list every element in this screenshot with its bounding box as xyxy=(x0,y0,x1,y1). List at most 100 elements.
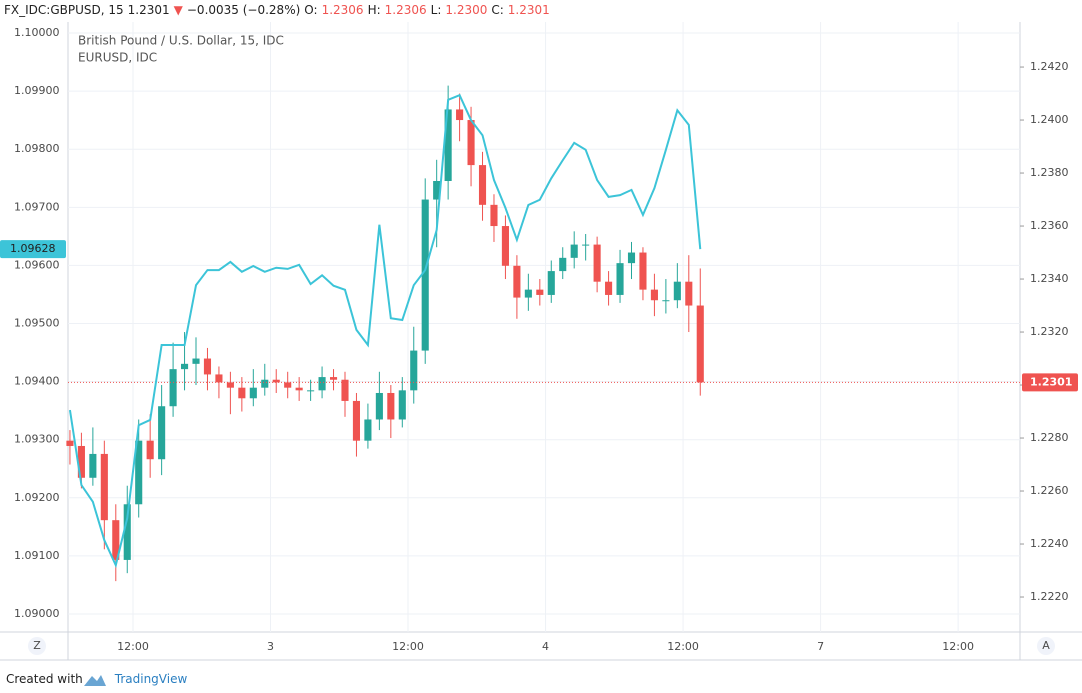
tv-logo xyxy=(84,675,106,686)
ohlc-value: 1.2306 xyxy=(321,3,364,17)
candle-body xyxy=(123,504,131,560)
candle-body xyxy=(261,379,269,388)
ohlc-label: C: xyxy=(491,3,504,17)
y-tick-label: 1.09700 xyxy=(14,200,60,213)
ohlc-value: 1.2301 xyxy=(507,3,550,17)
change: −0.0035 (−0.28%) xyxy=(186,3,301,17)
candle-body xyxy=(513,265,521,298)
candle-body xyxy=(100,453,108,521)
y-tick-label: 1.09100 xyxy=(14,549,60,562)
candle-body xyxy=(582,244,590,246)
y2-tick-label: 1.2280 xyxy=(1030,431,1069,444)
candle-body xyxy=(203,358,212,375)
candle-body xyxy=(341,379,349,401)
candle-body xyxy=(650,289,658,301)
candle-body xyxy=(501,226,509,266)
button-bg[interactable] xyxy=(28,637,46,655)
candle-body xyxy=(456,109,464,121)
button-z[interactable]: Z xyxy=(33,639,41,652)
price-tag-label: 1.09628 xyxy=(10,242,56,255)
candle-body xyxy=(238,387,246,399)
price-tag xyxy=(1022,373,1078,392)
candle-body xyxy=(673,281,681,301)
x-tick-label: 12:00 xyxy=(392,640,424,653)
candle-body xyxy=(169,369,177,407)
candle-body xyxy=(318,377,326,391)
candle-body xyxy=(685,281,693,306)
price-tag xyxy=(0,240,66,259)
symbol: FX_IDC:GBPUSD, 15 xyxy=(4,3,124,17)
x-tick-label: 3 xyxy=(267,640,274,653)
candle-body xyxy=(272,379,280,383)
candle-body xyxy=(524,289,532,298)
candle-body xyxy=(478,165,487,205)
candle-body xyxy=(192,358,200,364)
y2-tick-label: 1.2340 xyxy=(1030,272,1069,285)
y2-tick-label: 1.2420 xyxy=(1030,60,1069,73)
candle-body xyxy=(421,199,429,351)
ohlc-label: H: xyxy=(367,3,381,17)
candle-body xyxy=(536,289,544,295)
candle-body xyxy=(158,406,166,460)
y2-tick-label: 1.2220 xyxy=(1030,590,1069,603)
y-tick-label: 1.09900 xyxy=(14,84,60,97)
candle-body xyxy=(639,252,647,290)
header: FX_IDC:GBPUSD, 15 1.2301 ▼ −0.0035 (−0.2… xyxy=(4,3,550,17)
candle-body xyxy=(77,445,85,478)
candle-body xyxy=(307,390,315,392)
candle-body xyxy=(364,419,372,441)
y-tick-label: 1.09200 xyxy=(14,491,60,504)
price-tag-label: 1.2301 xyxy=(1030,375,1072,388)
footer-prefix: Created with xyxy=(6,672,83,686)
button-bg[interactable] xyxy=(1037,637,1055,655)
footer: Created with TradingView xyxy=(6,672,187,686)
ohlc-label: O: xyxy=(304,3,318,17)
ohlc-label: L: xyxy=(430,3,442,17)
candle-body xyxy=(89,453,97,478)
candle-body xyxy=(329,377,338,380)
candle-body xyxy=(410,350,418,391)
y2-tick-label: 1.2360 xyxy=(1030,219,1069,232)
y-tick-label: 1.10000 xyxy=(14,26,60,39)
candle-body xyxy=(295,387,303,391)
candle-body xyxy=(112,520,120,560)
candle-body xyxy=(398,390,406,420)
ohlc-value: 1.2300 xyxy=(445,3,488,17)
candle-body xyxy=(226,382,234,388)
candle-body xyxy=(490,204,498,227)
ohlc-value: 1.2306 xyxy=(384,3,427,17)
y-tick-label: 1.09600 xyxy=(14,258,60,271)
button-a[interactable]: A xyxy=(1042,639,1050,652)
y2-tick-label: 1.2240 xyxy=(1030,537,1069,550)
y-tick-label: 1.09400 xyxy=(14,375,60,388)
candle-body xyxy=(467,120,475,166)
x-tick-label: 7 xyxy=(817,640,824,653)
x-tick-label: 12:00 xyxy=(667,640,699,653)
candle-body xyxy=(559,257,567,272)
y-tick-label: 1.09500 xyxy=(14,317,60,330)
candle-body xyxy=(375,392,383,420)
legend-entry: EURUSD, IDC xyxy=(78,51,157,65)
candle-body xyxy=(433,180,441,200)
candle-body xyxy=(352,400,361,441)
x-tick-label: 12:00 xyxy=(942,640,974,653)
footer-brand[interactable]: TradingView xyxy=(114,672,188,686)
legend-entry: British Pound / U.S. Dollar, 15, IDC xyxy=(78,34,284,48)
candle-body xyxy=(627,252,636,264)
y2-tick-label: 1.2380 xyxy=(1030,166,1069,179)
change-arrow: ▼ xyxy=(173,3,183,17)
candle-body xyxy=(135,440,143,505)
candle-body xyxy=(444,109,452,181)
y-tick-label: 1.09300 xyxy=(14,433,60,446)
y-tick-label: 1.09000 xyxy=(14,607,60,620)
candle-body xyxy=(662,300,670,302)
candle-body xyxy=(215,374,223,383)
x-tick-label: 4 xyxy=(542,640,549,653)
candle-body xyxy=(284,382,292,388)
candle-body xyxy=(593,244,601,282)
y2-tick-label: 1.2400 xyxy=(1030,113,1069,126)
candle-body xyxy=(249,387,257,399)
y2-tick-label: 1.2260 xyxy=(1030,484,1069,497)
